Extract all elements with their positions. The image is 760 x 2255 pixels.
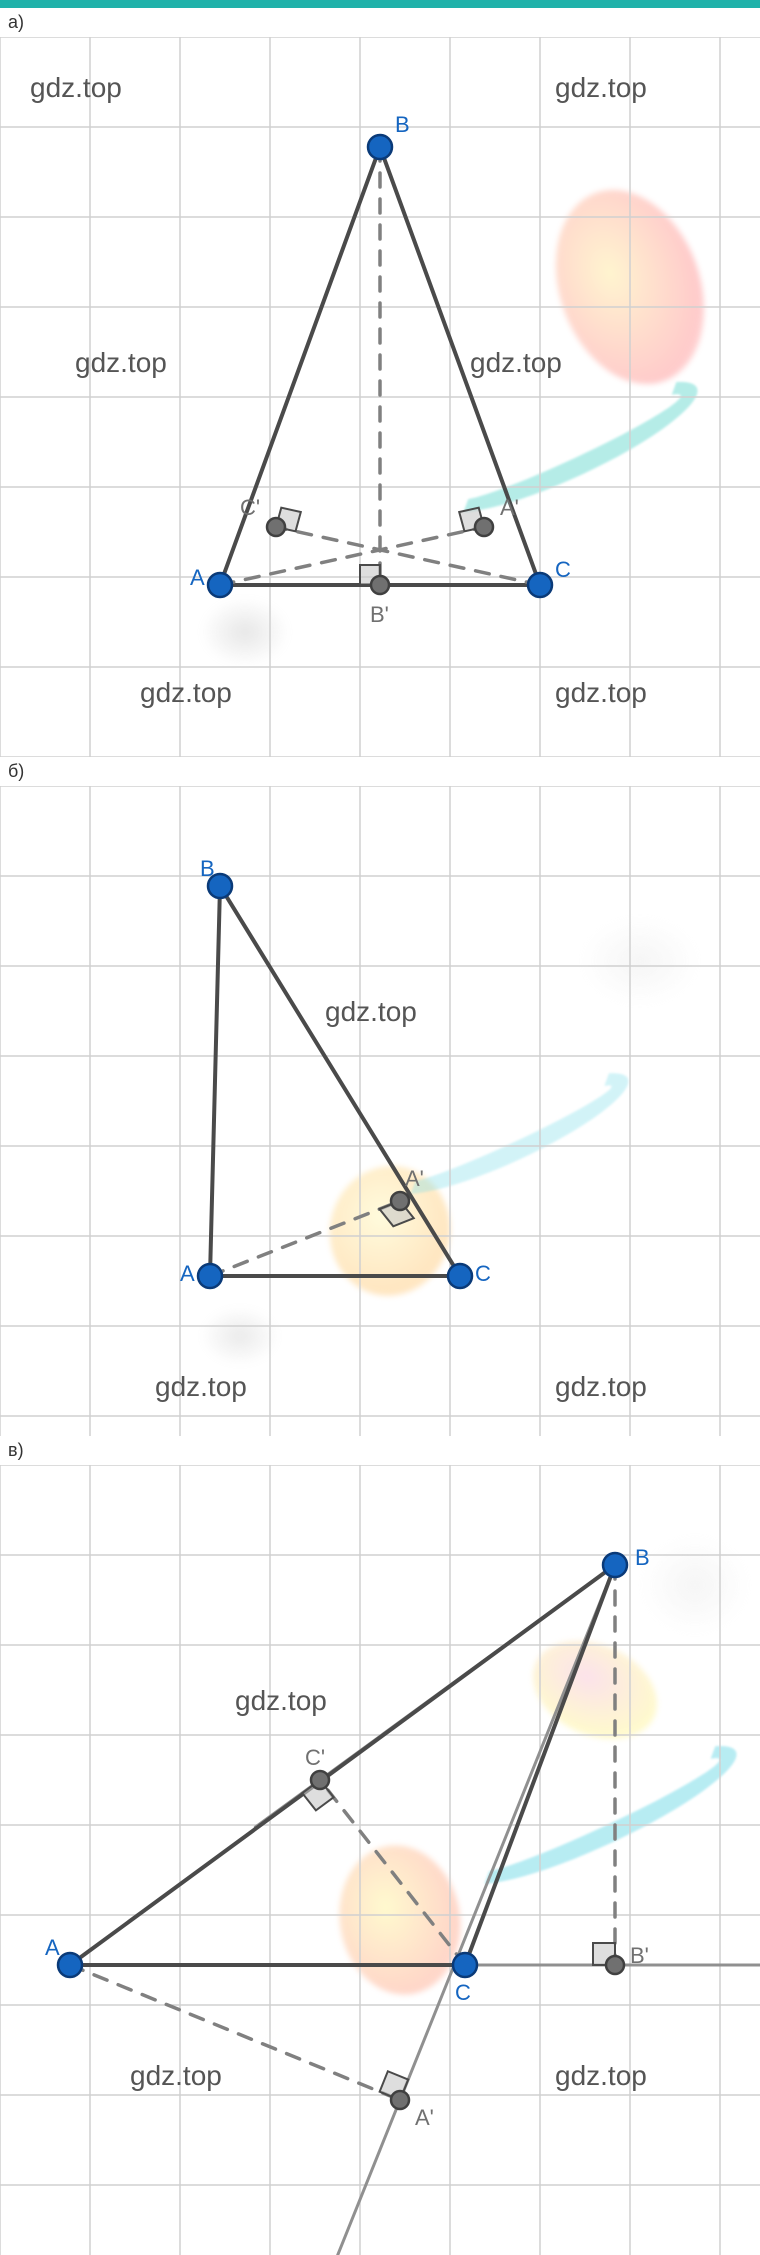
point-C	[528, 573, 552, 597]
point-Cp	[311, 1771, 329, 1789]
point-A	[198, 1264, 222, 1288]
point-Ap	[391, 2091, 409, 2109]
diagram-svg-b	[0, 786, 760, 1436]
header-bar	[0, 0, 760, 8]
point-B	[603, 1553, 627, 1577]
section-label-a: а)	[0, 8, 760, 37]
point-C	[448, 1264, 472, 1288]
page-root: а)ABCB'C'A'gdz.topgdz.topgdz.topgdz.topg…	[0, 8, 760, 2255]
section-label-c: в)	[0, 1436, 760, 1465]
diagram-svg-a	[0, 37, 760, 757]
point-Cp	[267, 518, 285, 536]
point-Ap	[391, 1192, 409, 1210]
diagram-panel-a: ABCB'C'A'gdz.topgdz.topgdz.topgdz.topgdz…	[0, 37, 760, 757]
point-Bp	[371, 576, 389, 594]
point-B	[208, 874, 232, 898]
diagram-panel-c: ABCB'C'A'gdz.topgdz.topgdz.top	[0, 1465, 760, 2255]
section-label-b: б)	[0, 757, 760, 786]
point-B	[368, 135, 392, 159]
point-A	[58, 1953, 82, 1977]
point-Ap	[475, 518, 493, 536]
point-A	[208, 573, 232, 597]
diagram-panel-b: ABCA'gdz.topgdz.topgdz.top	[0, 786, 760, 1436]
point-C	[453, 1953, 477, 1977]
diagram-svg-c	[0, 1465, 760, 2255]
point-Bp	[606, 1956, 624, 1974]
